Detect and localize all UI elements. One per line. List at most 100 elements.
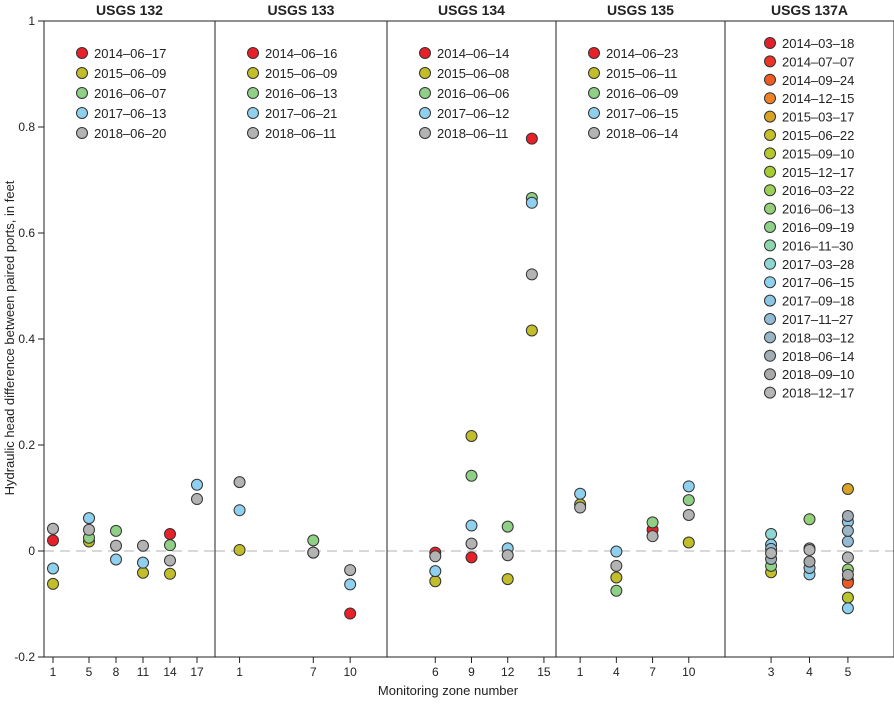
data-point — [47, 534, 59, 547]
x-axis-label: Monitoring zone number — [378, 683, 519, 698]
x-tick-label: 9 — [468, 665, 475, 679]
legend-label: 2015–06–09 — [265, 66, 337, 81]
data-point — [233, 543, 246, 556]
panel-title: USGS 133 — [268, 2, 335, 18]
legend-marker — [76, 47, 88, 59]
data-point — [803, 543, 816, 556]
data-point — [307, 546, 320, 559]
data-point — [191, 478, 203, 491]
data-point — [344, 578, 357, 591]
data-point — [83, 512, 95, 525]
legend-marker — [588, 107, 600, 119]
legend-label: 2018–12–17 — [782, 386, 854, 401]
data-point — [841, 510, 854, 523]
x-tick-label: 4 — [806, 665, 813, 679]
legend-marker — [764, 294, 776, 307]
data-point — [803, 513, 816, 526]
legend-label: 2018–06–11 — [265, 126, 336, 141]
data-point — [682, 536, 695, 549]
x-tick-label: 7 — [310, 665, 317, 679]
panel: USGS 133 1 7 10 2014–06–16 2015–06–09 2016–06–… — [214, 2, 388, 679]
data-point — [646, 530, 659, 543]
legend-marker — [419, 47, 431, 59]
x-tick-label: 5 — [86, 665, 93, 679]
data-point — [110, 524, 122, 537]
panel-title: USGS 137A — [771, 2, 848, 18]
legend-marker — [419, 87, 431, 99]
y-tick-label: 0 — [28, 544, 35, 558]
data-point — [525, 268, 538, 281]
legend-marker — [764, 165, 776, 178]
legend-marker — [764, 37, 776, 49]
legend-marker — [419, 67, 431, 79]
x-tick-label: 15 — [537, 665, 551, 679]
legend-label: 2015–06–09 — [94, 66, 166, 81]
legend-marker — [419, 107, 431, 119]
legend-label: 2015–03–17 — [782, 110, 854, 125]
x-tick-label: 10 — [343, 665, 357, 679]
data-point — [525, 132, 538, 145]
y-axis-label: Hydraulic head difference between paired… — [2, 180, 17, 495]
data-point — [47, 522, 59, 535]
legend-marker — [247, 47, 259, 59]
panel-title: USGS 134 — [438, 2, 505, 18]
data-point — [465, 429, 478, 442]
data-point — [429, 565, 442, 578]
x-tick-label: 4 — [613, 665, 620, 679]
data-point — [344, 607, 357, 620]
legend-marker — [764, 386, 776, 399]
legend-label: 2014–06–17 — [94, 46, 166, 61]
y-tick-label: 0.2 — [18, 438, 35, 452]
data-point — [233, 476, 246, 489]
legend-label: 2018–06–11 — [437, 126, 508, 141]
data-point — [501, 520, 514, 533]
legend-marker — [588, 127, 600, 139]
data-point — [164, 528, 176, 541]
data-point — [465, 551, 478, 564]
data-point — [233, 504, 246, 517]
legend-label: 2014–12–15 — [782, 91, 854, 106]
data-point — [164, 567, 176, 580]
data-point — [610, 559, 623, 572]
legend-label: 2017–09–18 — [782, 294, 854, 309]
legend-marker — [764, 55, 776, 68]
data-point — [841, 591, 854, 604]
legend-label: 2016–03–22 — [782, 183, 854, 198]
legend-label: 2015–09–10 — [782, 146, 854, 161]
panel-title: USGS 132 — [96, 2, 163, 18]
data-point — [841, 602, 854, 615]
x-tick-label: 1 — [50, 665, 57, 679]
panel: USGS 134 6 9 12 15 2014–06–14 2015–06–08 2016–0… — [386, 2, 557, 679]
legend-label: 2017–06–15 — [606, 106, 678, 121]
x-tick-label: 7 — [649, 665, 656, 679]
y-tick-label: 0.8 — [18, 120, 35, 134]
legend-marker — [247, 127, 259, 139]
legend-marker — [419, 127, 431, 139]
data-point — [610, 584, 623, 597]
legend-label: 2014–03–18 — [782, 36, 854, 51]
legend-marker — [247, 67, 259, 79]
x-tick-label: 1 — [577, 665, 584, 679]
legend-marker — [764, 313, 776, 325]
legend-label: 2018–06–20 — [94, 126, 166, 141]
legend-label: 2016–06–09 — [606, 86, 678, 101]
data-point — [765, 528, 778, 541]
data-point — [307, 534, 320, 547]
data-point — [465, 537, 478, 550]
legend-label: 2018–09–10 — [782, 367, 854, 382]
legend-label: 2017–06–12 — [437, 106, 509, 121]
x-tick-label: 10 — [682, 665, 696, 679]
legend-label: 2014–07–07 — [782, 54, 854, 69]
legend-marker — [764, 184, 776, 197]
x-tick-label: 11 — [137, 665, 150, 679]
legend-marker — [247, 87, 259, 99]
data-point — [191, 493, 203, 506]
data-point — [841, 482, 854, 495]
data-point — [841, 551, 854, 564]
y-tick-label: 0.6 — [18, 226, 35, 240]
legend-marker — [764, 129, 776, 141]
data-point — [110, 553, 122, 566]
legend-label: 2016–11–30 — [782, 238, 853, 253]
x-tick-label: 1 — [236, 665, 243, 679]
